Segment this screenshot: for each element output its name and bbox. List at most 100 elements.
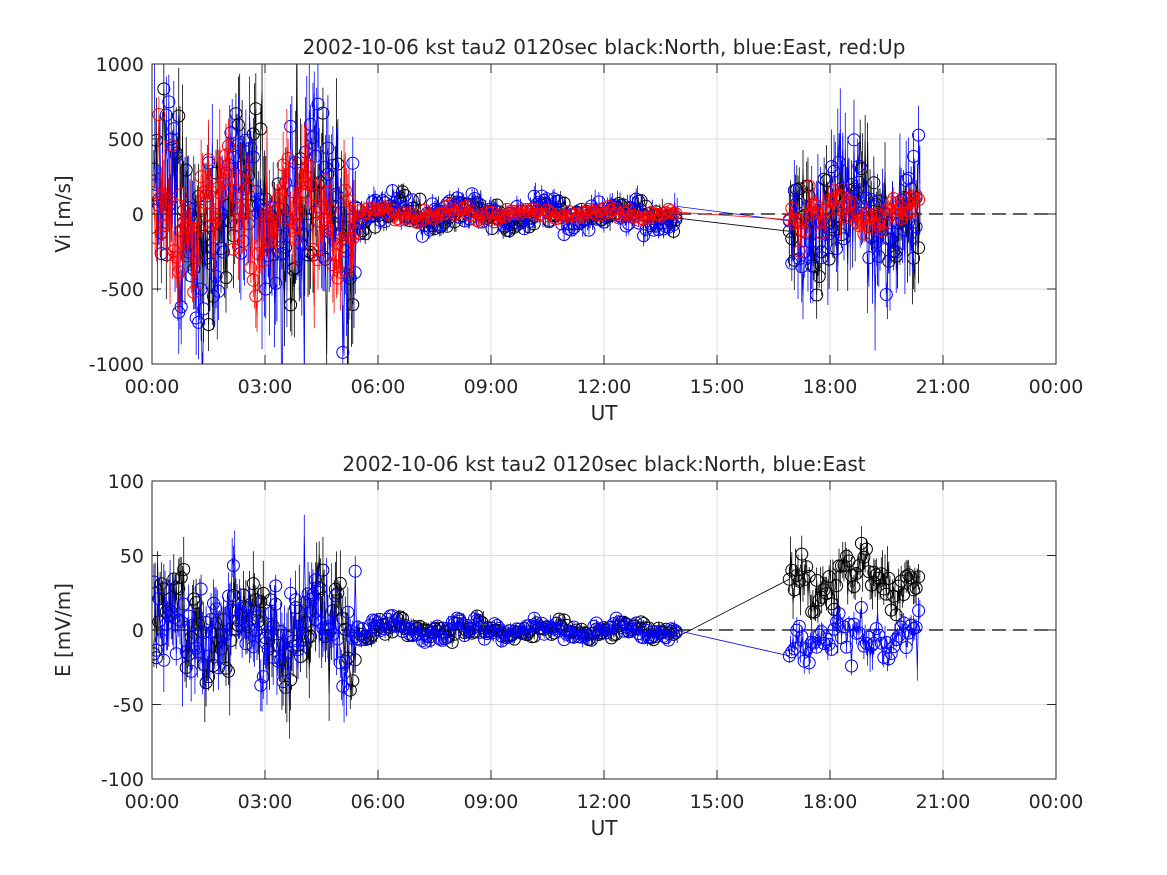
- data-point-east: [802, 656, 816, 670]
- data-point-east: [159, 108, 173, 122]
- data-point-east: [148, 0, 160, 10]
- data-point-up: [480, 205, 494, 219]
- data-point-up: [515, 203, 529, 216]
- data-point-east: [637, 229, 651, 243]
- data-point-north: [254, 595, 268, 609]
- data-point-east: [790, 196, 804, 210]
- y-tick-label: -1000: [89, 354, 144, 376]
- data-point-up: [239, 165, 253, 179]
- data-point-east: [555, 622, 569, 636]
- data-point-up: [348, 226, 362, 240]
- data-point-north: [316, 563, 330, 577]
- data-point-east: [222, 589, 235, 603]
- data-point-east: [311, 585, 325, 599]
- data-point-east: [892, 629, 906, 643]
- data-point-up: [217, 173, 230, 187]
- data-point-east: [423, 634, 437, 647]
- data-point-east: [854, 601, 868, 614]
- data-point-east: [239, 133, 253, 147]
- data-point-up: [164, 138, 178, 152]
- data-point-east: [912, 604, 926, 618]
- data-point-up: [219, 148, 233, 162]
- data-point-up: [152, 231, 163, 245]
- data-point-up: [473, 215, 486, 229]
- data-point-up: [249, 289, 263, 303]
- data-point-up: [202, 153, 216, 167]
- data-point-up: [311, 253, 325, 267]
- data-point-up: [309, 188, 322, 202]
- x-tick-label: 12:00: [577, 376, 632, 398]
- data-point-up: [830, 190, 844, 204]
- data-point-east: [502, 630, 516, 643]
- data-point-east: [358, 633, 372, 647]
- data-point-north: [304, 246, 317, 259]
- data-point-north: [157, 82, 171, 96]
- data-point-up: [351, 213, 365, 227]
- data-point-east: [246, 150, 260, 164]
- data-point-east: [361, 631, 375, 645]
- data-point-east: [194, 282, 208, 296]
- data-point-east: [879, 288, 893, 301]
- data-point-north: [795, 547, 809, 561]
- x-tick-label: 03:00: [238, 791, 293, 813]
- data-point-up: [254, 239, 268, 253]
- data-point-east: [810, 640, 824, 654]
- data-point-east: [209, 269, 223, 283]
- data-point-east: [525, 620, 539, 634]
- data-point-east: [241, 601, 255, 615]
- y-tick-label: -100: [101, 769, 144, 791]
- x-tick-label: 06:00: [351, 791, 406, 813]
- data-point-up: [837, 182, 851, 196]
- data-point-north: [882, 571, 896, 585]
- data-point-up: [520, 202, 534, 216]
- data-point-east: [326, 158, 340, 172]
- data-point-east: [313, 615, 327, 629]
- x-tick-label: 12:00: [577, 791, 632, 813]
- data-point-east: [378, 622, 392, 636]
- data-point-east: [582, 223, 596, 237]
- data-point-up: [333, 265, 347, 279]
- data-point-east: [194, 582, 208, 596]
- data-point-east: [217, 245, 230, 259]
- data-point-up: [448, 208, 462, 222]
- x-tick-label: 00:00: [1029, 376, 1084, 398]
- data-point-up: [802, 179, 816, 193]
- data-point-east: [386, 184, 399, 198]
- data-point-up: [172, 265, 186, 279]
- data-point-east: [667, 623, 680, 637]
- data-point-up: [323, 203, 337, 217]
- data-point-up: [907, 192, 921, 206]
- data-point-east: [318, 628, 332, 642]
- data-point-up: [857, 227, 871, 241]
- data-point-east: [584, 627, 598, 641]
- data-point-east: [909, 220, 923, 234]
- data-point-east: [251, 609, 265, 623]
- data-point-east: [832, 607, 846, 621]
- data-point-east: [877, 650, 891, 664]
- data-point-east: [872, 249, 886, 263]
- data-point-up: [346, 232, 360, 245]
- data-point-up: [331, 271, 345, 285]
- data-point-east: [435, 633, 449, 647]
- data-point-up: [792, 244, 806, 258]
- data-point-east: [425, 626, 439, 640]
- data-point-up: [867, 208, 881, 222]
- data-point-east: [219, 628, 233, 641]
- data-point-east: [152, 575, 161, 589]
- data-point-east: [629, 616, 643, 630]
- data-point-east: [226, 559, 240, 572]
- data-point-up: [174, 188, 188, 202]
- data-point-east: [246, 640, 260, 654]
- data-point-east: [154, 633, 168, 646]
- data-point-north: [152, 647, 161, 661]
- data-point-east: [271, 654, 285, 668]
- data-point-up: [192, 222, 206, 236]
- vi-chart: 00:00 03:00 06:00 09:00 12:00 15:00 18:00 21:00…: [51, 0, 1084, 425]
- data-point-up: [507, 207, 521, 220]
- data-point-up: [874, 224, 888, 237]
- data-point-east: [565, 223, 578, 237]
- data-point-east: [582, 633, 596, 647]
- x-tick-label: 15:00: [690, 376, 745, 398]
- data-point-up: [187, 285, 201, 299]
